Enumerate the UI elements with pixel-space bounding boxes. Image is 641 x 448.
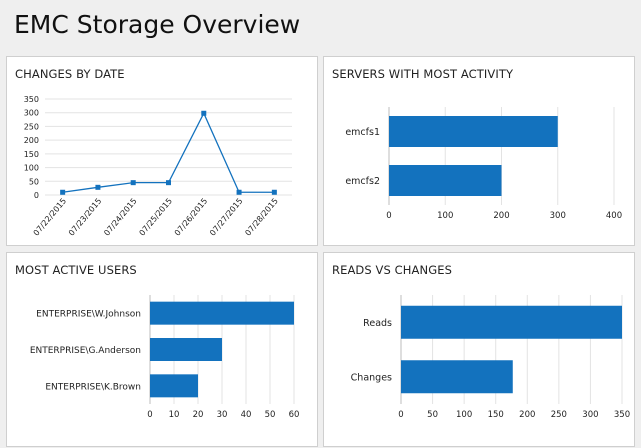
x-tick-label: 07/27/2015 — [208, 197, 245, 238]
data-point — [60, 189, 66, 195]
y-tick-label: 250 — [24, 122, 39, 131]
servers-activity-panel: SERVERS WITH MOST ACTIVITY 0 100 200 300 400… — [323, 56, 635, 246]
y-tick-label: 100 — [24, 164, 39, 173]
bar — [401, 360, 513, 394]
bar — [150, 338, 222, 361]
x-tick-label: 0 — [398, 410, 403, 420]
data-point — [201, 110, 207, 116]
category-label: emcfs1 — [345, 127, 380, 138]
x-tick-label: 0 — [147, 410, 152, 420]
x-tick-label: 07/23/2015 — [67, 197, 104, 238]
y-tick-label: 50 — [29, 177, 39, 186]
y-tick-label: 200 — [24, 136, 39, 145]
x-tick-label: 30 — [217, 410, 228, 420]
x-tick-label: 50 — [265, 410, 276, 420]
x-tick-label: 100 — [456, 410, 472, 420]
x-tick-label: 200 — [519, 410, 535, 420]
x-tick-label: 07/24/2015 — [102, 197, 139, 238]
bar — [150, 374, 198, 398]
x-tick-label: 300 — [550, 211, 566, 221]
x-tick-label: 07/26/2015 — [173, 197, 210, 238]
data-point — [130, 180, 136, 186]
x-tick-label: 250 — [551, 410, 567, 420]
data-point — [271, 189, 277, 195]
x-tick-label: 10 — [169, 410, 180, 420]
most-active-users-panel: MOST ACTIVE USERS 0 10 20 30 40 50 60 ENTERPRIS… — [6, 252, 318, 447]
most-active-users-chart: 0 10 20 30 40 50 60 ENTERPRISE\W.Johnson ENTERPR… — [30, 295, 300, 420]
changes-by-date-panel: CHANGES BY DATE 0 50 100 150 200 250 300 350 07/… — [6, 56, 318, 246]
reads-vs-changes-chart: 0 50 100 150 200 250 300 350 Reads Changes — [351, 295, 630, 420]
x-tick-label: 20 — [193, 410, 204, 420]
panel-title: MOST ACTIVE USERS — [15, 263, 137, 277]
y-tick-label: 150 — [24, 150, 39, 159]
data-point — [236, 189, 242, 195]
x-tick-label: 07/22/2015 — [32, 197, 69, 238]
x-tick-label: 300 — [582, 410, 598, 420]
bar — [401, 305, 622, 339]
panel-title: SERVERS WITH MOST ACTIVITY — [332, 67, 514, 81]
x-tick-label: 150 — [488, 410, 504, 420]
x-tick-label: 60 — [289, 410, 300, 420]
servers-activity-chart: 0 100 200 300 400 emcfs1 emcfs2 — [345, 107, 622, 221]
category-label: ENTERPRISE\G.Anderson — [30, 346, 141, 356]
bar — [150, 301, 294, 325]
category-label: ENTERPRISE\K.Brown — [45, 382, 141, 392]
x-tick-label: 50 — [427, 410, 438, 420]
y-tick-label: 350 — [24, 95, 39, 104]
x-tick-label: 0 — [386, 211, 391, 221]
category-label: ENTERPRISE\W.Johnson — [36, 310, 141, 320]
bar — [389, 116, 558, 147]
x-tick-label: 200 — [493, 211, 509, 221]
x-tick-label: 07/28/2015 — [243, 197, 280, 238]
category-label: Reads — [363, 318, 392, 329]
changes-by-date-chart: 0 50 100 150 200 250 300 350 07/22/201507/23/201… — [24, 95, 292, 238]
y-tick-label: 300 — [24, 109, 39, 118]
bar — [389, 165, 502, 196]
y-tick-label: 0 — [34, 191, 39, 200]
x-tick-label: 07/25/2015 — [137, 197, 174, 238]
x-tick-label: 40 — [241, 410, 252, 420]
page-title: EMC Storage Overview — [14, 10, 301, 39]
x-tick-label: 100 — [437, 211, 453, 221]
category-label: emcfs2 — [345, 176, 380, 187]
reads-vs-changes-panel: READS VS CHANGES 0 50 100 150 200 250 300 350 Re… — [323, 252, 635, 447]
x-tick-label: 400 — [606, 211, 622, 221]
panel-title: CHANGES BY DATE — [15, 67, 125, 81]
data-point — [166, 180, 171, 186]
x-tick-label: 350 — [614, 410, 630, 420]
panel-title: READS VS CHANGES — [332, 263, 452, 277]
category-label: Changes — [351, 372, 392, 383]
data-point — [95, 184, 101, 190]
